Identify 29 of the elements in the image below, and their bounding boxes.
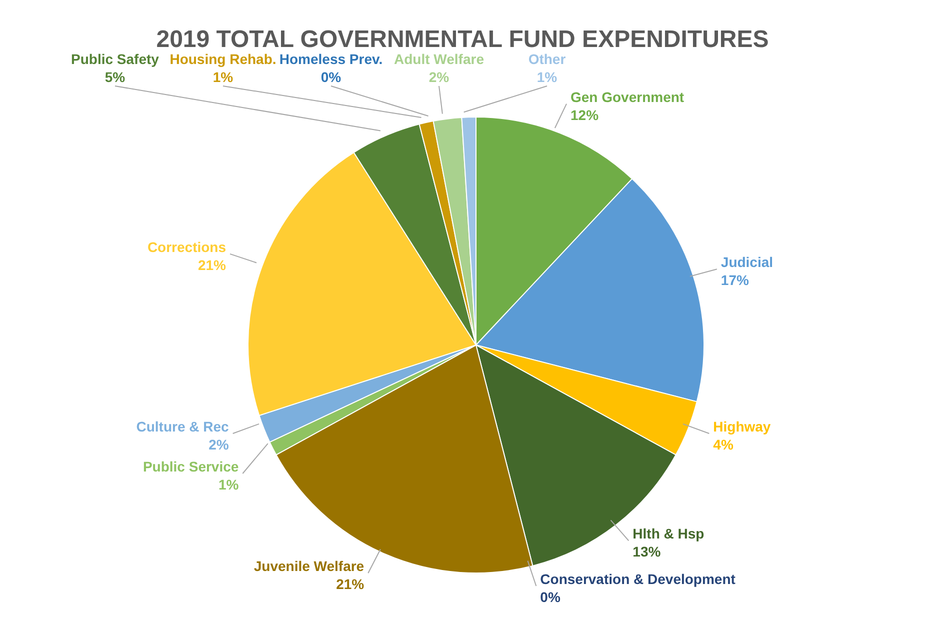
slice-label: Corrections [147, 238, 226, 255]
data-label: 21% [198, 256, 227, 273]
category-label: Homeless Prev. [279, 51, 383, 67]
data-label: 1% [212, 69, 234, 85]
slice-label: Hlth & Hsp [632, 526, 704, 542]
slice-label: Gen Government [570, 88, 684, 105]
slice-label: Highway [713, 418, 771, 435]
text: 0% [540, 589, 560, 606]
data-label: 21% [336, 576, 365, 592]
data-label: 2% [428, 69, 450, 85]
data-label: 12% [570, 106, 600, 123]
data-label: 4% [713, 436, 734, 453]
data-label: 17% [720, 272, 750, 288]
slice-label: Housing Rehab. [170, 51, 276, 67]
slice-label: Juvenile Welfare [254, 558, 364, 574]
slice-label: Other [528, 51, 566, 67]
slice-label: Public Service [142, 458, 239, 475]
chart-title: 2019 TOTAL GOVERNMENTAL FUND EXPENDITURES [155, 26, 770, 54]
data-label: 1% [536, 69, 558, 85]
data-label: 13% [632, 544, 662, 560]
data-label: 1% [218, 476, 240, 493]
data-label: 2% [208, 436, 230, 453]
legend-label: Conservation & Development [540, 571, 736, 588]
slice-label: Culture & Rec [136, 418, 230, 435]
text: 0% [320, 69, 342, 85]
slice-label: Public Safety [71, 51, 160, 67]
slice-label: Adult Welfare [394, 51, 484, 67]
slice-label: Judicial [720, 254, 774, 270]
data-label: 5% [104, 69, 126, 85]
